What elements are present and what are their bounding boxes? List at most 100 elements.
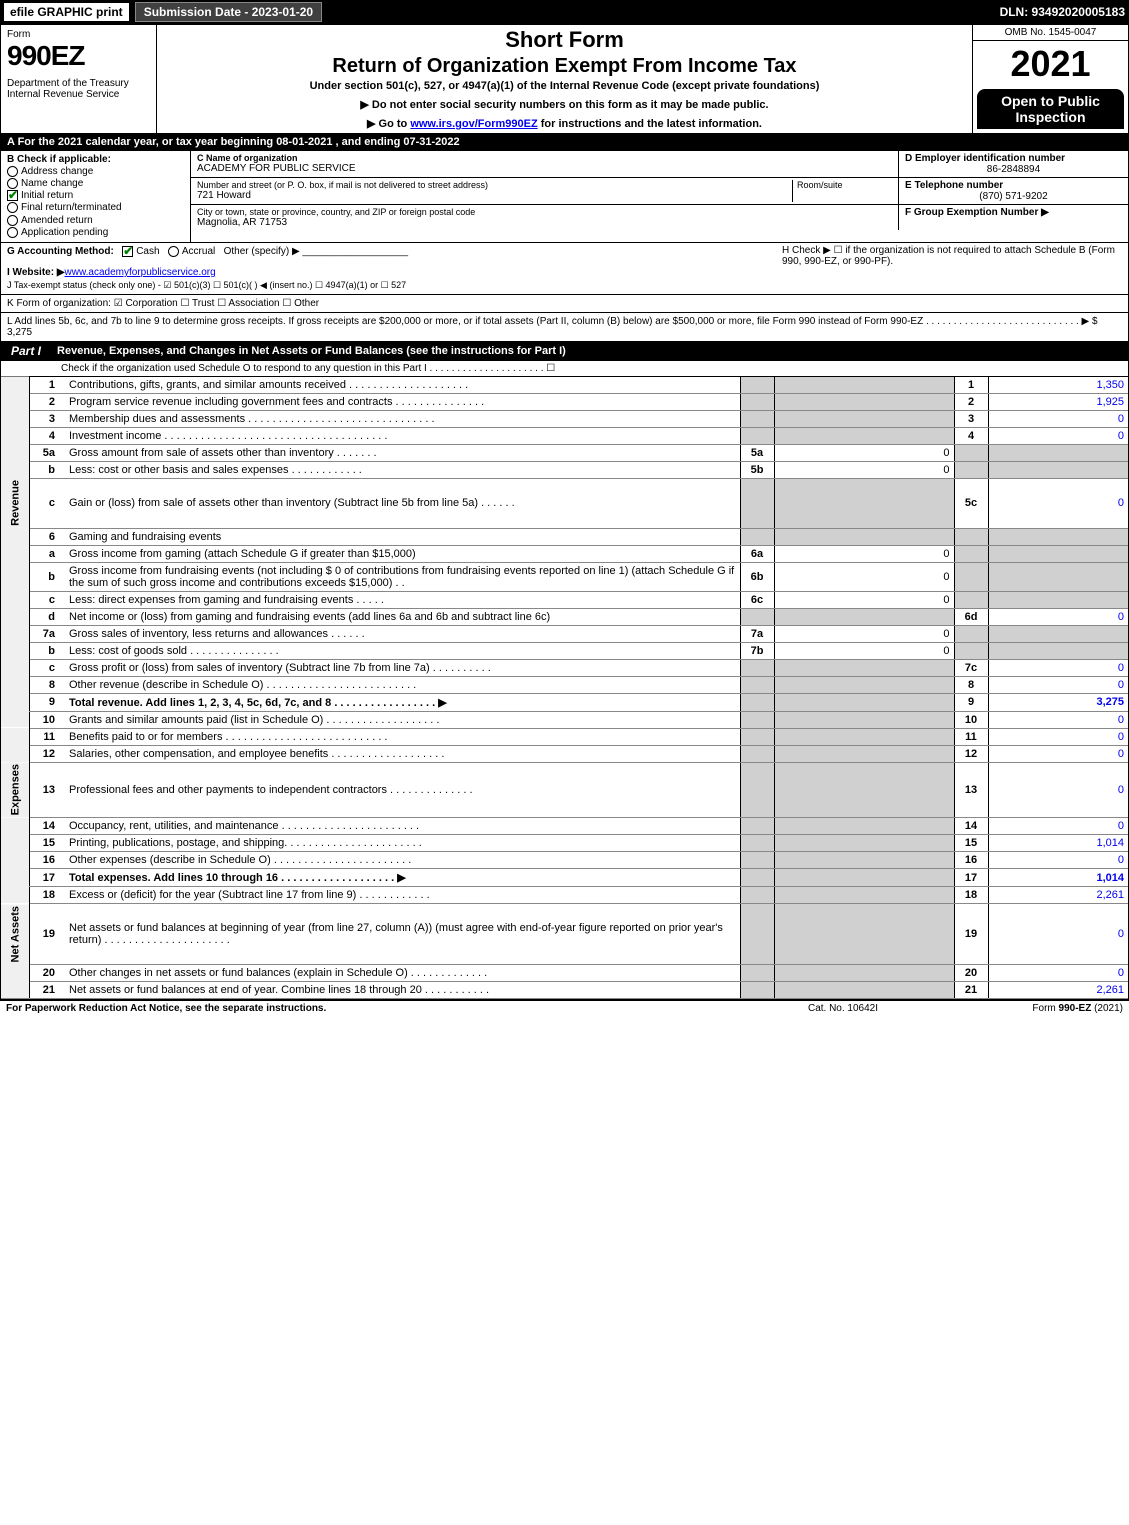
side-expenses-label: Expenses xyxy=(1,762,29,817)
val-12: 0 xyxy=(988,745,1128,762)
cb-accrual[interactable] xyxy=(168,246,179,257)
line-7a: 7aGross sales of inventory, less returns… xyxy=(1,625,1128,642)
addr-label: Number and street (or P. O. box, if mail… xyxy=(197,180,792,190)
cb-cash[interactable] xyxy=(122,246,133,257)
line-1: 1 Contributions, gifts, grants, and simi… xyxy=(1,377,1128,394)
val-14: 0 xyxy=(988,818,1128,835)
line-16: 16Other expenses (describe in Schedule O… xyxy=(1,852,1128,869)
part-i-header: Part I Revenue, Expenses, and Changes in… xyxy=(0,342,1129,361)
side-revenue xyxy=(1,377,29,394)
cb-final-return[interactable]: Final return/terminated xyxy=(7,202,184,213)
g-label: G Accounting Method: xyxy=(7,246,114,257)
val-10: 0 xyxy=(988,711,1128,728)
l-value: 3,275 xyxy=(7,327,32,338)
block-g-h-i-j: G Accounting Method: Cash Accrual Other … xyxy=(0,243,1129,295)
line-6a: aGross income from gaming (attach Schedu… xyxy=(1,545,1128,562)
page-footer: For Paperwork Reduction Act Notice, see … xyxy=(0,1000,1129,1016)
form-year-block: OMB No. 1545-0047 2021 Open to Public In… xyxy=(972,25,1128,133)
city-value: Magnolia, AR 71753 xyxy=(197,217,892,228)
instr-goto-post: for instructions and the latest informat… xyxy=(538,118,762,130)
val-3: 0 xyxy=(988,410,1128,427)
section-b: B Check if applicable: Address change Na… xyxy=(1,151,191,242)
street-address: 721 Howard xyxy=(197,190,792,201)
c-address: Number and street (or P. O. box, if mail… xyxy=(191,178,898,204)
form-label: Form xyxy=(7,29,150,40)
val-7c: 0 xyxy=(988,659,1128,676)
c-name-label: C Name of organization xyxy=(197,153,892,163)
val-2: 1,925 xyxy=(988,393,1128,410)
val-19: 0 xyxy=(988,904,1128,964)
form-title-block: Short Form Return of Organization Exempt… xyxy=(157,25,972,133)
cb-application-pending[interactable]: Application pending xyxy=(7,227,184,238)
part-i-check: Check if the organization used Schedule … xyxy=(0,361,1129,377)
instr-goto: ▶ Go to www.irs.gov/Form990EZ for instru… xyxy=(165,117,964,130)
efile-print-button[interactable]: efile GRAPHIC print xyxy=(4,3,129,21)
line-14: 14Occupancy, rent, utilities, and mainte… xyxy=(1,818,1128,835)
val-5c: 0 xyxy=(988,478,1128,528)
j-tax-exempt: J Tax-exempt status (check only one) - ☑… xyxy=(7,280,1122,291)
l-gross-receipts: L Add lines 5b, 6c, and 7b to line 9 to … xyxy=(0,313,1129,342)
line-10: 10Grants and similar amounts paid (list … xyxy=(1,711,1128,728)
val-8: 0 xyxy=(988,676,1128,693)
line-a-tax-year: A For the 2021 calendar year, or tax yea… xyxy=(0,134,1129,151)
val-20: 0 xyxy=(988,964,1128,981)
tax-year: 2021 xyxy=(973,41,1128,87)
val-6d: 0 xyxy=(988,608,1128,625)
irs-link[interactable]: www.irs.gov/Form990EZ xyxy=(410,118,537,130)
val-1: 1,350 xyxy=(988,377,1128,394)
line-6c: cLess: direct expenses from gaming and f… xyxy=(1,591,1128,608)
line-17: 17Total expenses. Add lines 10 through 1… xyxy=(1,869,1128,887)
val-18: 2,261 xyxy=(988,887,1128,904)
val-13: 0 xyxy=(988,762,1128,817)
dept-treasury: Department of the Treasury Internal Reve… xyxy=(7,78,150,100)
line-21: 21Net assets or fund balances at end of … xyxy=(1,981,1128,998)
submission-date: Submission Date - 2023-01-20 xyxy=(135,2,322,22)
e-phone: E Telephone number (870) 571-9202 xyxy=(898,178,1128,204)
omb-number: OMB No. 1545-0047 xyxy=(973,25,1128,41)
part-i-title: Revenue, Expenses, and Changes in Net As… xyxy=(51,343,1128,359)
b-header: B Check if applicable: xyxy=(7,154,184,165)
form-ref: Form 990-EZ (2021) xyxy=(943,1003,1123,1014)
g-other: Other (specify) ▶ xyxy=(224,246,300,257)
e-label: E Telephone number xyxy=(905,180,1122,191)
form-title: Return of Organization Exempt From Incom… xyxy=(165,55,964,78)
side-revenue-label: Revenue xyxy=(1,478,29,528)
line-5a: 5aGross amount from sale of assets other… xyxy=(1,444,1128,461)
block-b-c-d-e-f: B Check if applicable: Address change Na… xyxy=(0,151,1129,243)
cb-address-change[interactable]: Address change xyxy=(7,166,184,177)
cb-name-change[interactable]: Name change xyxy=(7,178,184,189)
line-9: 9Total revenue. Add lines 1, 2, 3, 4, 5c… xyxy=(1,693,1128,711)
line-6d: dNet income or (loss) from gaming and fu… xyxy=(1,608,1128,625)
paperwork-notice: For Paperwork Reduction Act Notice, see … xyxy=(6,1003,743,1014)
d-ein: D Employer identification number 86-2848… xyxy=(898,151,1128,177)
open-public-inspection: Open to Public Inspection xyxy=(977,89,1124,129)
line-19: Net Assets 19Net assets or fund balances… xyxy=(1,904,1128,964)
form-number: 990EZ xyxy=(7,40,150,72)
line-7b: bLess: cost of goods sold . . . . . . . … xyxy=(1,642,1128,659)
cb-amended-return[interactable]: Amended return xyxy=(7,215,184,226)
f-group-exemption: F Group Exemption Number ▶ xyxy=(898,205,1128,230)
side-netassets-label: Net Assets xyxy=(1,904,29,964)
h-schedule-b: H Check ▶ ☐ if the organization is not r… xyxy=(782,245,1122,267)
k-form-of-org: K Form of organization: ☑ Corporation ☐ … xyxy=(0,295,1129,313)
form-id-block: Form 990EZ Department of the Treasury In… xyxy=(1,25,157,133)
website-link[interactable]: www.academyforpublicservice.org xyxy=(65,267,216,278)
line-5c: Revenue cGain or (loss) from sale of ass… xyxy=(1,478,1128,528)
line-7c: cGross profit or (loss) from sales of in… xyxy=(1,659,1128,676)
c-name: C Name of organization ACADEMY FOR PUBLI… xyxy=(191,151,898,177)
val-4: 0 xyxy=(988,427,1128,444)
line-18: 18Excess or (deficit) for the year (Subt… xyxy=(1,887,1128,904)
dln: DLN: 93492020005183 xyxy=(1000,5,1125,19)
line-11: 11Benefits paid to or for members . . . … xyxy=(1,728,1128,745)
section-c-d-e-f: C Name of organization ACADEMY FOR PUBLI… xyxy=(191,151,1128,242)
f-label: F Group Exemption Number ▶ xyxy=(905,207,1122,218)
part-i-tab: Part I xyxy=(1,342,51,360)
cb-initial-return[interactable]: Initial return xyxy=(7,190,184,201)
val-15: 1,014 xyxy=(988,835,1128,852)
val-9: 3,275 xyxy=(988,693,1128,711)
line-5b: bLess: cost or other basis and sales exp… xyxy=(1,461,1128,478)
d-label: D Employer identification number xyxy=(905,153,1122,164)
line-12: 12Salaries, other compensation, and empl… xyxy=(1,745,1128,762)
i-label: I Website: ▶ xyxy=(7,267,65,278)
line-6b: bGross income from fundraising events (n… xyxy=(1,562,1128,591)
